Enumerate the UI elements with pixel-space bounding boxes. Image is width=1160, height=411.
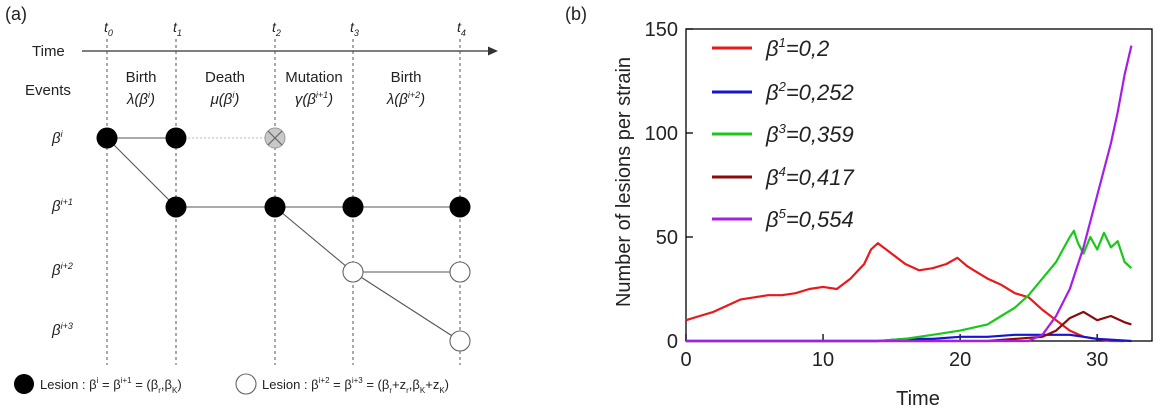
y-axis-label: Number of lesions per strain (613, 57, 635, 307)
time-tick-t4: t4 (457, 19, 466, 38)
lesion-filled (342, 196, 364, 218)
legend-entry-2: β2=0,252 (712, 79, 854, 105)
legend-entry-1: β1=0,2 (712, 35, 829, 61)
time-tick-t1: t1 (173, 19, 182, 38)
panel-a: (a) Time t0 t1 t2 t3 t4 Events Birth λ(β… (5, 4, 498, 395)
strain-label-i2: βi+2 (51, 261, 73, 279)
legend-open-text: Lesion : βi+2 = βi+3 = (βr+zr,βK+zK) (262, 376, 449, 395)
legend-label-2: β2=0,252 (765, 79, 854, 105)
events-label: Events (25, 82, 71, 99)
lesion-filled (449, 196, 471, 218)
event-3-name: Mutation (285, 69, 343, 86)
y-tick-label: 150 (645, 19, 678, 41)
lesion-open (449, 261, 471, 283)
lesion-open (449, 330, 471, 352)
events-row: Birth λ(βi) Death μ(βi) Mutation γ(βi+1)… (126, 69, 426, 108)
time-tick-t0: t0 (104, 19, 113, 38)
time-axis-arrow-icon (488, 46, 498, 56)
strain-label-i: βi (51, 129, 64, 147)
plot-frame (685, 28, 1153, 342)
lesion-filled (165, 127, 187, 149)
event-4-name: Birth (391, 69, 422, 86)
panel-b: (b) 0 50 100 150 0 10 20 30 Number of lesions p… (565, 4, 1153, 410)
legend-entry-4: β4=0,417 (712, 164, 854, 190)
panel-b-label: (b) (565, 4, 587, 24)
event-2-name: Death (205, 69, 245, 86)
lesion-filled (165, 196, 187, 218)
legend-entry-5: β5=0,554 (712, 206, 854, 232)
time-tick-t3: t3 (350, 19, 359, 38)
time-label: Time (32, 43, 65, 60)
legend-filled-lesion-icon (14, 374, 34, 394)
event-2-rate: μ(βi) (210, 90, 240, 108)
legend-label-1: β1=0,2 (765, 35, 829, 61)
y-tick-label: 100 (645, 123, 678, 145)
lineage-branch-i2 (274, 206, 354, 273)
legend-label-4: β4=0,417 (765, 164, 854, 190)
y-tick-label: 0 (667, 331, 678, 353)
series-line-5 (686, 45, 1133, 343)
event-1-rate: λ(βi) (126, 90, 155, 108)
time-tick-labels: t0 t1 t2 t3 t4 (104, 19, 466, 38)
event-1-name: Birth (126, 69, 157, 86)
x-tick-label: 30 (1086, 349, 1108, 371)
legend-open-lesion-icon (235, 373, 257, 395)
series-line-3 (686, 229, 1133, 343)
lesion-open (342, 261, 364, 283)
panel-a-label: (a) (5, 4, 27, 24)
x-tick-label: 10 (812, 349, 834, 371)
lesion-legend: Lesion : βi = βi+1 = (βr,βK) Lesion : βi… (14, 373, 449, 395)
series-line-4 (686, 310, 1132, 343)
legend-filled-text: Lesion : βi = βi+1 = (βr,βK) (40, 376, 182, 395)
strain-labels: βi βi+1 βi+2 βi+3 (51, 129, 73, 339)
lineage-branch-i1 (106, 137, 177, 208)
event-4-rate: λ(βi+2) (386, 90, 425, 108)
chart-series (685, 45, 1133, 343)
event-3-rate: γ(βi+1) (295, 90, 333, 108)
chart-axes: 0 50 100 150 0 10 20 30 (645, 19, 1153, 371)
lineage-branch-i3 (352, 271, 461, 342)
time-tick-t2: t2 (272, 19, 281, 38)
legend-label-3: β3=0,359 (765, 121, 854, 147)
strain-label-i1: βi+1 (51, 197, 73, 215)
y-tick-label: 50 (656, 227, 678, 249)
chart-legend: β1=0,2 β2=0,252 β3=0,359 β4=0,417 β5=0,5… (712, 35, 854, 232)
open-lesions (342, 261, 471, 352)
series-line-1 (685, 242, 1125, 343)
x-tick-label: 20 (949, 349, 971, 371)
lineage-lines (106, 137, 461, 342)
lesion-filled (96, 127, 118, 149)
x-tick-label: 0 (680, 349, 691, 371)
dead-lesion-icon (264, 127, 286, 149)
strain-label-i3: βi+3 (51, 321, 73, 339)
lesion-filled (264, 196, 286, 218)
x-axis-label: Time (896, 388, 940, 410)
legend-label-5: β5=0,554 (765, 206, 854, 232)
filled-lesions (96, 127, 471, 218)
legend-entry-3: β3=0,359 (712, 121, 854, 147)
